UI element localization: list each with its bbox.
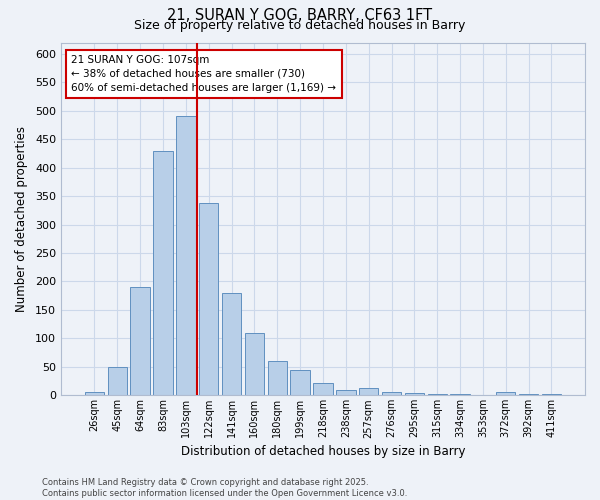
Text: Size of property relative to detached houses in Barry: Size of property relative to detached ho…: [134, 19, 466, 32]
Y-axis label: Number of detached properties: Number of detached properties: [15, 126, 28, 312]
Bar: [496, 392, 515, 396]
Bar: [404, 393, 424, 396]
Bar: [130, 287, 150, 396]
Bar: [336, 390, 356, 396]
Text: Contains HM Land Registry data © Crown copyright and database right 2025.
Contai: Contains HM Land Registry data © Crown c…: [42, 478, 407, 498]
Bar: [85, 392, 104, 396]
Bar: [154, 150, 173, 396]
Bar: [107, 367, 127, 396]
Bar: [428, 394, 447, 396]
Bar: [473, 394, 493, 396]
Bar: [268, 361, 287, 396]
Bar: [451, 394, 470, 396]
Bar: [176, 116, 196, 396]
X-axis label: Distribution of detached houses by size in Barry: Distribution of detached houses by size …: [181, 444, 465, 458]
Bar: [359, 388, 379, 396]
Bar: [199, 203, 218, 396]
Bar: [542, 394, 561, 396]
Bar: [245, 332, 264, 396]
Bar: [290, 370, 310, 396]
Text: 21, SURAN Y GOG, BARRY, CF63 1FT: 21, SURAN Y GOG, BARRY, CF63 1FT: [167, 8, 433, 22]
Bar: [382, 392, 401, 396]
Bar: [222, 293, 241, 396]
Text: 21 SURAN Y GOG: 107sqm
← 38% of detached houses are smaller (730)
60% of semi-de: 21 SURAN Y GOG: 107sqm ← 38% of detached…: [71, 55, 337, 93]
Bar: [313, 383, 332, 396]
Bar: [519, 394, 538, 396]
